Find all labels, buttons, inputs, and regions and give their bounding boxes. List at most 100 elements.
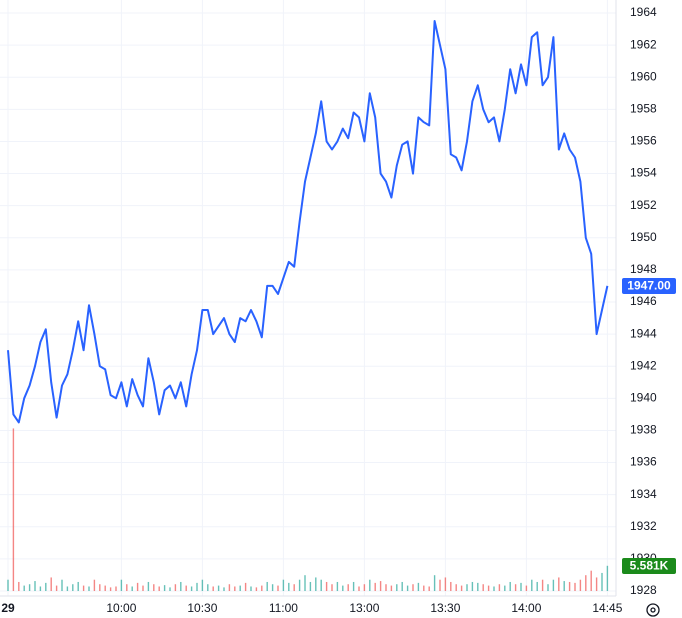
x-tick-label: 10:30 xyxy=(187,601,217,615)
y-tick-label: 1928 xyxy=(630,583,657,597)
volume-bar xyxy=(606,565,609,591)
volume-bar xyxy=(531,579,533,591)
volume-bar xyxy=(45,582,47,591)
volume-bar xyxy=(277,585,279,591)
volume-bar xyxy=(309,581,312,591)
volume-bar xyxy=(212,586,214,591)
settings-icon[interactable] xyxy=(646,603,660,617)
x-tick-label: 29 xyxy=(1,601,15,615)
volume-bar xyxy=(271,584,274,591)
volume-bar xyxy=(255,587,258,591)
volume-bar xyxy=(595,577,598,591)
volume-bar xyxy=(77,581,79,591)
volume-bar xyxy=(223,587,225,591)
y-tick-label: 1932 xyxy=(630,519,657,533)
settings-button[interactable] xyxy=(646,603,660,617)
y-tick-label: 1942 xyxy=(630,358,657,372)
volume-bar xyxy=(336,581,339,591)
volume-bar xyxy=(358,586,360,591)
volume-bar xyxy=(325,581,328,591)
volume-bar xyxy=(239,585,241,591)
volume-bar xyxy=(228,584,231,591)
volume-bar xyxy=(406,585,409,591)
volume-bar xyxy=(109,587,112,591)
volume-bar xyxy=(320,579,322,591)
y-tick-label: 1944 xyxy=(630,326,657,340)
volume-bar xyxy=(433,575,436,591)
volume-bar xyxy=(498,584,501,591)
volume-bar xyxy=(261,585,263,591)
volume-bar xyxy=(585,575,587,591)
y-tick-label: 1948 xyxy=(630,262,657,276)
volume-bar xyxy=(158,586,160,591)
volume-bar xyxy=(293,584,295,591)
x-tick-label: 14:45 xyxy=(592,601,622,615)
volume-bar xyxy=(115,586,117,591)
volume-bar xyxy=(207,584,209,591)
volume-bar xyxy=(23,585,25,591)
volume-bar xyxy=(142,585,144,591)
volume-bar xyxy=(493,586,495,591)
volume-bar xyxy=(536,581,538,591)
volume-bar xyxy=(385,584,387,591)
volume-bar xyxy=(298,579,301,591)
volume-bar xyxy=(131,586,133,591)
volume-bar xyxy=(66,586,69,591)
y-tick-label: 1962 xyxy=(630,37,657,51)
volume-bar xyxy=(347,584,349,591)
y-tick-label: 1938 xyxy=(630,423,657,437)
volume-bar xyxy=(153,584,155,591)
volume-bar xyxy=(579,579,582,591)
volume-bar xyxy=(217,585,220,591)
volume-bar xyxy=(450,581,452,591)
volume-label: 5.581K xyxy=(630,559,669,573)
y-tick-label: 1958 xyxy=(630,102,657,116)
volume-bar xyxy=(466,584,468,591)
volume-bar xyxy=(547,584,549,591)
volume-bar xyxy=(55,585,58,591)
volume-bar xyxy=(266,581,268,591)
volume-bar xyxy=(99,584,101,591)
y-tick-label: 1964 xyxy=(630,5,657,19)
x-tick-label: 11:00 xyxy=(269,601,298,615)
volume-bar xyxy=(417,582,420,591)
y-tick-label: 1934 xyxy=(630,487,657,501)
volume-bar xyxy=(369,579,371,591)
volume-bar xyxy=(525,585,528,591)
price-line xyxy=(7,20,609,424)
volume-bar xyxy=(7,579,9,591)
volume-bar xyxy=(315,577,317,591)
volume-bar xyxy=(412,584,414,591)
volume-bar xyxy=(423,585,425,591)
volume-bar xyxy=(439,579,441,591)
y-tick-label: 1946 xyxy=(630,294,657,308)
volume-bar xyxy=(18,581,20,591)
price-badge xyxy=(622,277,676,294)
y-tick-label: 1936 xyxy=(630,455,657,469)
volume-bar xyxy=(196,582,198,591)
settings-icon-center[interactable] xyxy=(650,607,656,613)
grid xyxy=(0,0,616,596)
volume-bar xyxy=(39,586,42,591)
volume-bar xyxy=(88,586,90,591)
volume-bar xyxy=(504,585,506,591)
volume-bar xyxy=(190,586,193,591)
volume-bar xyxy=(342,585,344,591)
volume-bar xyxy=(174,584,177,591)
volume-bar xyxy=(12,428,15,591)
volume-bar xyxy=(568,581,571,591)
volume-bar xyxy=(331,584,333,591)
volume-bar xyxy=(120,579,123,591)
volume-bar xyxy=(374,582,376,591)
volume-bar xyxy=(482,584,484,591)
volume-bar xyxy=(574,582,576,591)
volume-bar xyxy=(471,581,474,591)
volume-bar xyxy=(601,572,603,591)
plot xyxy=(7,20,609,591)
volume-bar xyxy=(390,585,393,591)
volume-badge xyxy=(622,558,676,574)
x-tick-label: 13:00 xyxy=(349,601,379,615)
volume-bar xyxy=(477,582,479,591)
volume-bar xyxy=(455,584,457,591)
